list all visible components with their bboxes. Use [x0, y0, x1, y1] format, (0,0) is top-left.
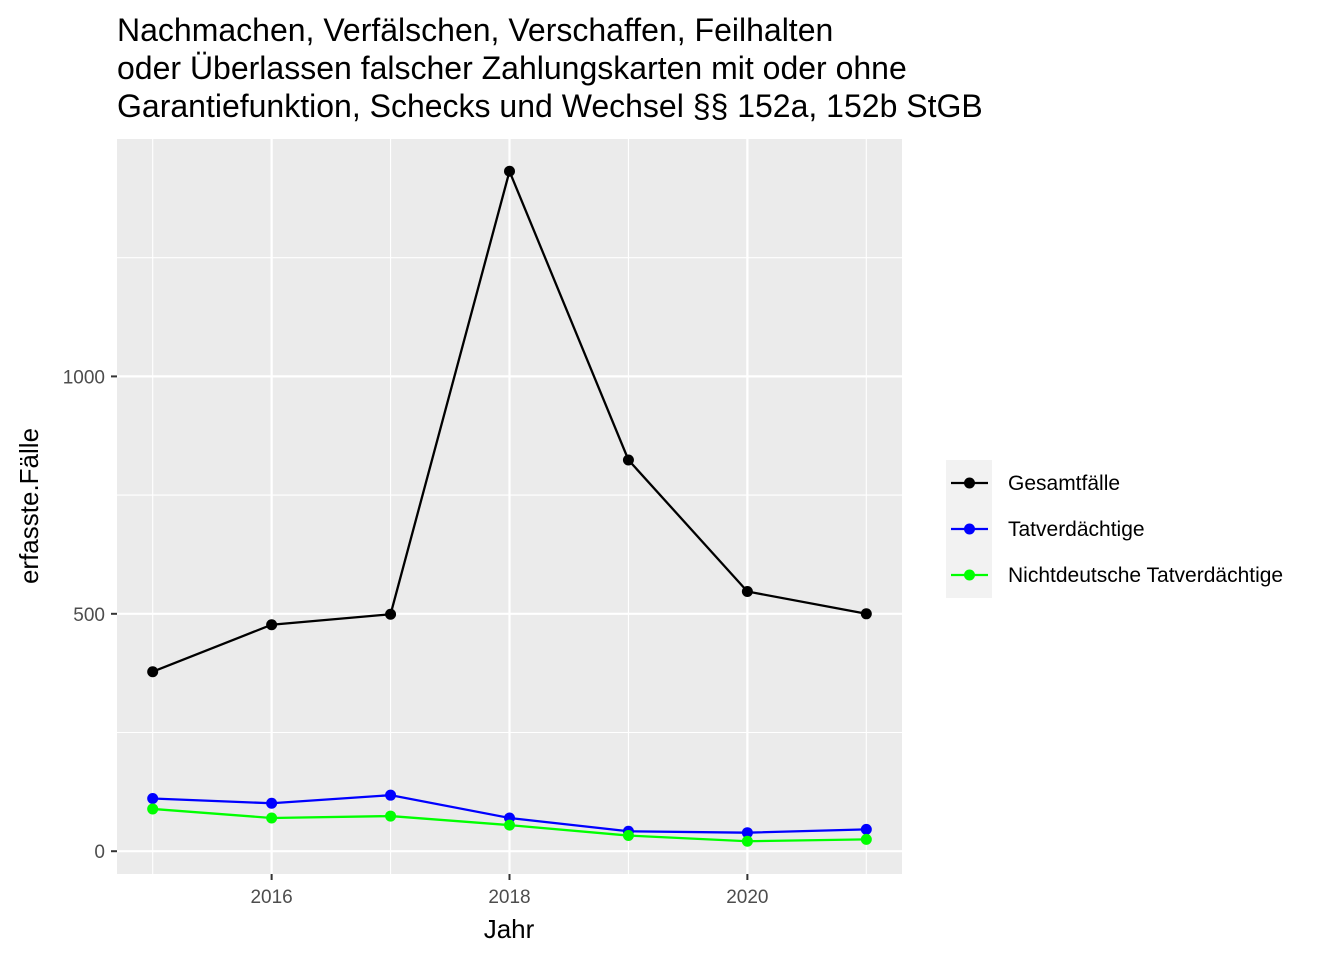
legend-label: Gesamtfälle — [1008, 472, 1120, 495]
legend-key-point — [964, 523, 975, 535]
data-point — [860, 608, 872, 620]
data-point — [385, 789, 397, 801]
data-point — [741, 827, 753, 839]
chart-title-line-3: Garantiefunktion, Schecks und Wechsel §§… — [117, 88, 983, 124]
x-axis-title: Jahr — [484, 914, 535, 944]
chart-title-line-1: Nachmachen, Verfälschen, Verschaffen, Fe… — [117, 12, 833, 48]
legend-item: Gesamtfälle — [951, 472, 1120, 495]
x-tick-label: 2016 — [250, 887, 292, 908]
data-point — [147, 793, 159, 805]
series-Nichtdeutsche Tatverdächtige — [147, 803, 872, 847]
y-tick-label: 0 — [94, 842, 105, 863]
series-Gesamtfälle — [147, 165, 872, 678]
data-point — [504, 165, 515, 177]
legend-item: Nichtdeutsche Tatverdächtige — [951, 564, 1283, 587]
series-layer — [147, 165, 872, 847]
data-point — [385, 608, 397, 620]
y-tick-label: 500 — [73, 605, 105, 626]
data-point — [385, 810, 397, 822]
data-point — [622, 454, 634, 466]
data-point — [622, 830, 634, 842]
data-point — [266, 619, 278, 631]
legend-key-point — [964, 569, 975, 581]
axes: 2016 2018 2020 0 500 1000 — [63, 367, 769, 908]
data-point — [741, 585, 753, 597]
data-point — [504, 819, 515, 831]
data-point — [860, 833, 872, 845]
legend-key-point — [964, 477, 975, 489]
chart-title: Nachmachen, Verfälschen, Verschaffen, Fe… — [117, 12, 983, 124]
legend-item: Tatverdächtige — [951, 518, 1145, 541]
y-tick-label: 1000 — [63, 367, 105, 388]
x-tick-label: 2020 — [726, 887, 768, 908]
data-point — [741, 835, 753, 847]
data-point — [860, 823, 872, 835]
legend-label: Tatverdächtige — [1008, 518, 1145, 541]
chart-title-line-2: oder Überlassen falscher Zahlungskarten … — [117, 50, 907, 86]
y-axis-title: erfasste.Fälle — [14, 428, 44, 584]
legend-label: Nichtdeutsche Tatverdächtige — [1008, 564, 1283, 587]
legend: Gesamtfälle Tatverdächtige Nichtdeutsche T… — [946, 460, 1283, 598]
x-tick-label: 2018 — [488, 887, 530, 908]
data-point — [266, 797, 278, 809]
data-point — [147, 803, 159, 815]
data-point — [147, 666, 159, 678]
data-point — [266, 812, 278, 824]
grid-lines — [117, 139, 902, 874]
